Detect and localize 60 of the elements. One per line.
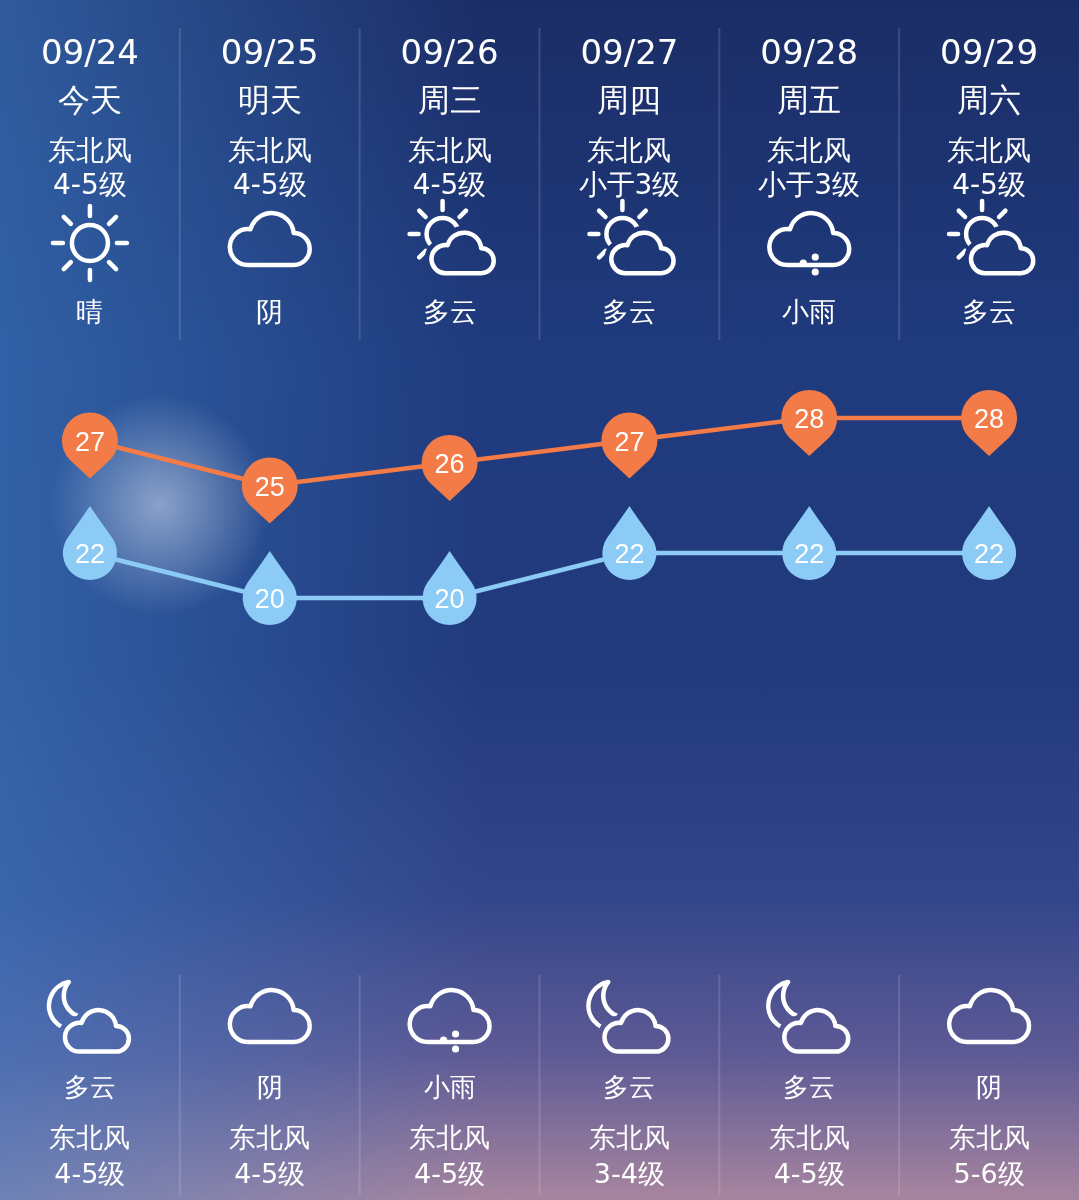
- text: 东北风: [227, 133, 312, 167]
- text: 5-6级: [953, 1157, 1025, 1189]
- text: 东北风: [768, 1121, 850, 1153]
- text: 多云: [962, 295, 1017, 327]
- text: 周三: [417, 81, 482, 119]
- text: 4-5级: [234, 1157, 306, 1189]
- data-label: 22: [74, 539, 105, 569]
- data-label: 22: [614, 539, 645, 569]
- text: 周四: [597, 81, 662, 119]
- data-label: 22: [794, 539, 825, 569]
- text: 小雨: [782, 295, 837, 327]
- text: 东北风: [767, 133, 852, 167]
- data-label: 28: [794, 404, 825, 434]
- text: 东北风: [948, 1121, 1030, 1153]
- x-tick-label: 09/25: [220, 32, 319, 72]
- data-label: 27: [614, 426, 645, 457]
- x-tick-label: 09/29: [940, 32, 1039, 72]
- text: 今天: [57, 81, 122, 119]
- text: 阴: [256, 295, 284, 327]
- data-label: 20: [434, 584, 465, 614]
- text: 多云: [63, 1072, 116, 1102]
- text: 东北风: [587, 133, 672, 167]
- text: 4-5级: [53, 167, 127, 201]
- text: 东北风: [49, 1121, 131, 1153]
- text: 4-5级: [232, 167, 307, 201]
- text: 多云: [422, 295, 477, 327]
- x-tick-label: 09/27: [580, 32, 679, 72]
- text: 晴: [76, 295, 104, 327]
- data-label: 27: [74, 426, 105, 457]
- text: 4-5级: [54, 1157, 126, 1189]
- text: 东北风: [947, 133, 1032, 167]
- data-label: 25: [254, 471, 285, 502]
- x-tick-label: 09/28: [760, 32, 859, 72]
- text: 小于3级: [578, 167, 681, 201]
- text: 4-5级: [952, 167, 1026, 201]
- data-label: 28: [974, 404, 1005, 434]
- text: 多云: [783, 1072, 836, 1102]
- text: 4-5级: [414, 1157, 486, 1189]
- text: 东北风: [409, 1121, 491, 1153]
- text: 阴: [256, 1072, 283, 1102]
- text: 周五: [777, 81, 842, 119]
- x-tick-label: 09/26: [400, 32, 499, 72]
- data-label: 26: [434, 449, 465, 479]
- text: 东北风: [407, 133, 492, 167]
- text: 小于3级: [758, 167, 861, 201]
- text: 周六: [957, 81, 1022, 119]
- text: 小雨: [423, 1072, 476, 1102]
- text: 东北风: [47, 133, 132, 167]
- x-tick-label: 09/24: [40, 32, 139, 72]
- text: 阴: [976, 1072, 1003, 1102]
- text: 明天: [237, 81, 302, 119]
- text: 多云: [602, 295, 657, 327]
- text: 4-5级: [773, 1157, 845, 1189]
- text: 4-5级: [412, 167, 487, 201]
- text: 3-4级: [593, 1157, 665, 1189]
- text: 东北风: [229, 1121, 311, 1153]
- data-label: 22: [974, 539, 1005, 569]
- text: 多云: [603, 1072, 656, 1102]
- text: 东北风: [588, 1121, 670, 1153]
- data-label: 20: [254, 584, 285, 614]
